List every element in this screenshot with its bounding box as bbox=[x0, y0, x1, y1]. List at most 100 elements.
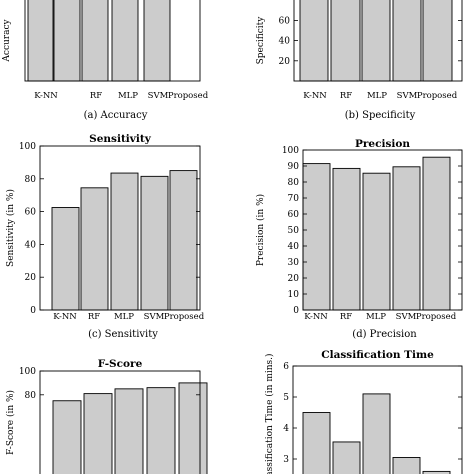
bar bbox=[143, 0, 171, 82]
x-tick-label: RF bbox=[90, 91, 102, 101]
axes-frame bbox=[24, 0, 201, 82]
y-tick-label: 6 bbox=[283, 362, 289, 372]
x-tick-label: Proposed bbox=[417, 91, 458, 101]
bar bbox=[140, 175, 169, 311]
y-tick-label: 30 bbox=[288, 258, 300, 268]
panel-caption: (d) Precision bbox=[352, 329, 417, 340]
bar bbox=[80, 187, 109, 311]
y-axis-label: Classification Time (in mins.) bbox=[264, 353, 275, 474]
chart-title: Precision bbox=[355, 138, 410, 150]
bar bbox=[83, 393, 113, 474]
x-tick-label: RF bbox=[340, 91, 352, 101]
chart-panel-5: 80 100 F-Score F-Score (in %) bbox=[5, 358, 208, 474]
chart-title: Classification Time bbox=[321, 349, 434, 361]
y-tick-label: 80 bbox=[25, 175, 37, 185]
x-tick-label: SVM bbox=[397, 91, 418, 101]
x-tick-label: RF bbox=[340, 312, 352, 322]
chart-panel-1: K-NN RF MLP SVM Proposed Accuracy (a) Accuracy bbox=[2, 0, 209, 121]
y-tick-label: 40 bbox=[288, 242, 300, 252]
bar bbox=[392, 0, 422, 82]
bar bbox=[178, 382, 208, 474]
y-axis-label: Specificity bbox=[256, 16, 266, 65]
bar bbox=[361, 0, 391, 82]
axes-frame bbox=[293, 0, 463, 82]
x-tick-label: Proposed bbox=[168, 91, 209, 101]
y-tick-label: 70 bbox=[288, 194, 300, 204]
x-tick-label: Proposed bbox=[164, 312, 205, 322]
y-tick-label: 50 bbox=[288, 226, 300, 236]
y-tick-label: 20 bbox=[25, 273, 37, 283]
y-tick-label: 100 bbox=[282, 146, 299, 156]
x-tick-label: MLP bbox=[118, 91, 138, 101]
chart-panel-4: 0 10 20 30 40 50 60 70 80 90 100 K-NN RF MLP SVM Propos… bbox=[255, 138, 463, 340]
x-tick-label: K-NN bbox=[303, 91, 327, 101]
x-tick-label: K-NN bbox=[34, 91, 58, 101]
x-tick-label: SVM bbox=[396, 312, 417, 322]
chart-panel-2: 20 40 60 K-NN RF MLP SVM Proposed Specificity (b)… bbox=[256, 0, 463, 121]
bar bbox=[81, 0, 109, 82]
y-tick-label: 100 bbox=[19, 142, 36, 152]
bar bbox=[110, 172, 139, 311]
y-tick-label: 60 bbox=[279, 16, 291, 26]
y-tick-label: 90 bbox=[288, 162, 300, 172]
y-axis-label: Accuracy bbox=[2, 19, 12, 63]
bar bbox=[330, 0, 361, 82]
x-tick-label: SVM bbox=[144, 312, 165, 322]
x-tick-label: K-NN bbox=[53, 312, 77, 322]
panel-caption: (b) Specificity bbox=[345, 110, 416, 121]
bar bbox=[422, 470, 451, 474]
bar bbox=[27, 0, 54, 82]
x-tick-label: SVM bbox=[148, 91, 169, 101]
y-axis-label: Sensitivity (in %) bbox=[5, 189, 16, 267]
y-tick-label: 0 bbox=[293, 306, 299, 316]
bar bbox=[362, 172, 391, 311]
panel-caption: (c) Sensitivity bbox=[88, 329, 158, 340]
bar bbox=[422, 0, 453, 82]
bar bbox=[332, 441, 361, 474]
bar bbox=[114, 388, 144, 474]
bar bbox=[422, 156, 451, 311]
y-tick-label: 60 bbox=[288, 210, 300, 220]
bar bbox=[111, 0, 139, 82]
bar bbox=[392, 457, 421, 474]
bar bbox=[332, 167, 361, 311]
chart-title: F-Score bbox=[98, 358, 143, 370]
x-tick-label: MLP bbox=[366, 312, 386, 322]
panel-caption: (a) Accuracy bbox=[84, 110, 148, 121]
bar bbox=[392, 166, 421, 311]
y-axis-label: F-Score (in %) bbox=[5, 390, 16, 455]
y-tick-label: 4 bbox=[283, 424, 289, 434]
bar bbox=[169, 170, 198, 311]
y-tick-label: 100 bbox=[19, 367, 36, 377]
x-tick-label: MLP bbox=[367, 91, 387, 101]
bar bbox=[53, 0, 81, 82]
axes-frame bbox=[39, 145, 201, 311]
y-tick-label: 40 bbox=[25, 240, 37, 250]
bar bbox=[51, 207, 80, 311]
x-tick-label: RF bbox=[88, 312, 100, 322]
y-tick-label: 3 bbox=[283, 455, 289, 465]
y-tick-label: 40 bbox=[279, 37, 291, 47]
bar bbox=[302, 412, 331, 474]
bar bbox=[302, 163, 331, 311]
bar bbox=[299, 0, 329, 82]
bar bbox=[52, 400, 82, 474]
y-tick-label: 80 bbox=[288, 178, 300, 188]
x-tick-label: K-NN bbox=[304, 312, 328, 322]
x-tick-label: MLP bbox=[114, 312, 134, 322]
y-tick-label: 60 bbox=[25, 208, 37, 218]
bar bbox=[362, 393, 391, 474]
axes-frame bbox=[39, 370, 201, 474]
y-tick-label: 80 bbox=[25, 391, 37, 401]
chart-panel-3: 0 20 40 60 80 100 K-NN RF MLP SVM Proposed Sensitiv… bbox=[5, 133, 205, 340]
y-tick-label: 0 bbox=[30, 306, 36, 316]
y-tick-label: 20 bbox=[288, 274, 300, 284]
chart-title: Sensitivity bbox=[89, 133, 152, 145]
x-tick-label: Proposed bbox=[416, 312, 457, 322]
y-axis-label: Precision (in %) bbox=[255, 194, 266, 266]
y-tick-label: 20 bbox=[279, 57, 291, 67]
y-tick-label: 5 bbox=[283, 393, 289, 403]
y-tick-label: 10 bbox=[288, 290, 300, 300]
